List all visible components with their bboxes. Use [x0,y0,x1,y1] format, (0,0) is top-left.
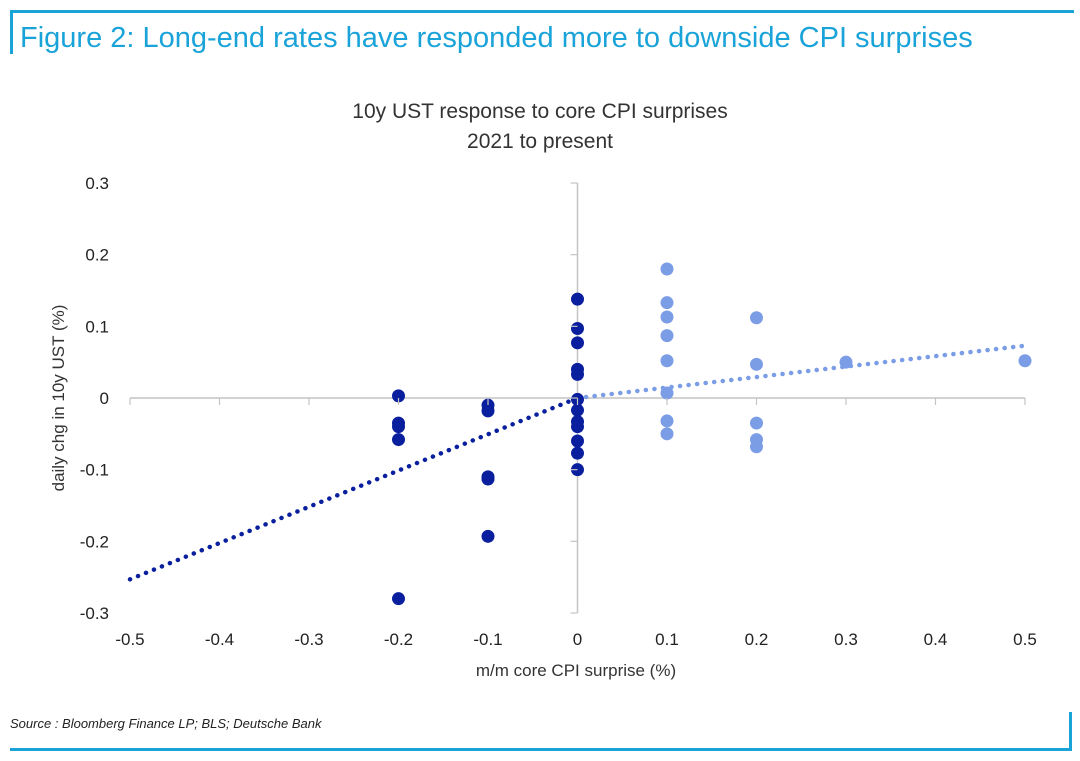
data-point-series-1 [392,389,405,403]
data-point-series-1 [571,446,584,460]
chart-title: 10y UST response to core CPI surprises [352,100,727,123]
x-tick-label: 0.3 [834,630,858,649]
frame-bottom-right-border [1069,712,1072,751]
data-point-series-2 [1018,354,1032,368]
data-point-series-1 [392,420,405,434]
x-tick-label: -0.3 [294,630,323,649]
data-point-series-1 [571,367,584,381]
data-point-series-1 [571,292,584,306]
data-point-series-1 [481,529,495,543]
data-point-series-1 [392,592,405,606]
y-axis-label: daily chg in 10y UST (%) [49,305,68,492]
x-tick-label: 0.5 [1013,630,1037,649]
data-point-series-1 [571,434,584,448]
data-point-series-2 [660,262,674,276]
data-point-series-2 [660,310,674,324]
x-tick-label: 0.4 [924,630,948,649]
x-axis-label: m/m core CPI surprise (%) [476,661,676,680]
data-point-series-2 [750,311,763,325]
x-tick-label: 0.1 [655,630,679,649]
data-point-series-2 [660,296,674,310]
data-point-series-1 [481,472,495,486]
data-point-series-2 [660,329,674,343]
x-tick-label: 0 [573,630,582,649]
data-point-series-1 [571,336,584,350]
data-point-series-2 [750,440,763,454]
frame-top-border [10,10,1074,13]
data-point-series-2 [660,354,674,368]
x-tick-label: -0.5 [115,630,144,649]
y-tick-label: -0.1 [80,461,109,480]
y-tick-label: -0.2 [80,532,109,551]
y-tick-label: 0.3 [85,174,109,193]
y-tick-label: 0.1 [85,317,109,336]
x-tick-label: -0.2 [384,630,413,649]
data-point-series-1 [571,321,584,335]
source-note: Source : Bloomberg Finance LP; BLS; Deut… [10,716,322,731]
data-point-series-2 [750,416,763,430]
chart-subtitle: 2021 to present [467,130,613,153]
data-point-series-2 [660,386,674,400]
data-point-series-1 [481,404,495,418]
x-tick-label: -0.4 [205,630,234,649]
data-point-series-1 [571,420,584,434]
trendline-series-2 [575,343,1028,401]
x-tick-label: 0.2 [745,630,769,649]
figure-heading: Figure 2: Long-end rates have responded … [20,22,973,54]
frame-top-left-border [10,10,13,54]
y-tick-label: 0 [100,389,109,408]
y-tick-label: 0.2 [85,246,109,265]
data-point-series-2 [660,427,674,441]
data-point-series-2 [750,357,763,371]
data-point-series-2 [839,355,853,369]
trendline-series-1 [127,395,580,582]
data-point-series-2 [660,414,674,428]
y-tick-label: -0.3 [80,604,109,623]
frame-bottom-border [10,748,1072,751]
data-point-series-1 [571,403,584,417]
x-tick-label: -0.1 [473,630,502,649]
data-point-series-1 [392,433,405,447]
